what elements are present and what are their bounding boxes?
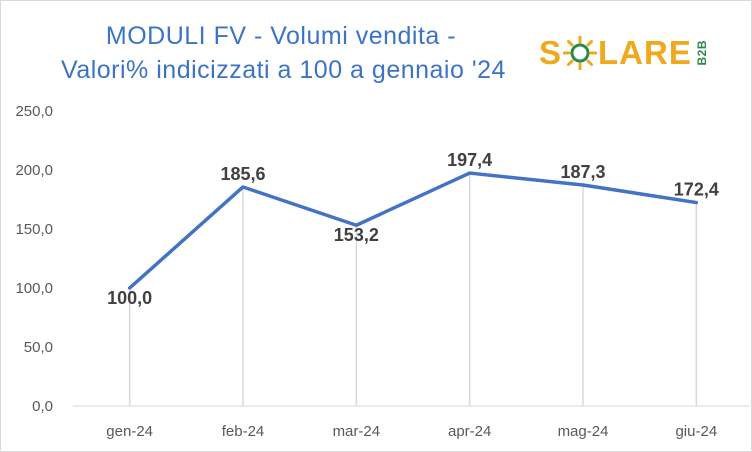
y-tick-label: 100,0 bbox=[15, 280, 53, 297]
chart-title-line-1: MODULI FV - Volumi vendita - bbox=[105, 22, 457, 50]
x-axis-ticks: gen-24 feb-24 mar-24 apr-24 mag-24 giu-24 bbox=[106, 423, 717, 440]
logo-letter-s: S bbox=[539, 34, 563, 71]
y-tick-label: 150,0 bbox=[15, 221, 53, 238]
x-tick-label: giu-24 bbox=[675, 423, 717, 440]
data-label: 187,3 bbox=[560, 162, 605, 182]
data-label: 100,0 bbox=[107, 288, 152, 308]
data-label: 153,2 bbox=[334, 225, 379, 245]
chart-title-line-2: Valori% indicizzati a 100 a gennaio '24 bbox=[61, 56, 506, 84]
data-label: 197,4 bbox=[447, 150, 492, 170]
sun-icon bbox=[563, 36, 598, 70]
x-tick-label: gen-24 bbox=[106, 423, 153, 440]
y-tick-label: 250,0 bbox=[15, 103, 53, 120]
y-tick-label: 200,0 bbox=[15, 162, 53, 179]
x-tick-label: mag-24 bbox=[558, 423, 609, 440]
logo-wordmark: S LARE bbox=[539, 34, 692, 72]
y-axis-ticks: 0,0 50,0 100,0 150,0 200,0 250,0 bbox=[15, 103, 53, 415]
x-tick-label: mar-24 bbox=[333, 423, 381, 440]
data-labels: 100,0 185,6 153,2 197,4 187,3 172,4 bbox=[107, 150, 719, 308]
data-label: 185,6 bbox=[220, 164, 265, 184]
y-tick-label: 50,0 bbox=[24, 339, 53, 356]
chart-title: MODULI FV - Volumi vendita - Valori% ind… bbox=[61, 19, 506, 87]
drop-lines bbox=[128, 173, 698, 406]
data-label: 172,4 bbox=[674, 180, 719, 200]
solare-b2b-logo: S LARE B2B bbox=[539, 31, 709, 75]
series-line bbox=[127, 171, 699, 290]
x-tick-label: apr-24 bbox=[448, 423, 491, 440]
x-tick-label: feb-24 bbox=[222, 423, 265, 440]
y-tick-label: 0,0 bbox=[32, 398, 53, 415]
logo-letters-lare: LARE bbox=[598, 34, 692, 71]
